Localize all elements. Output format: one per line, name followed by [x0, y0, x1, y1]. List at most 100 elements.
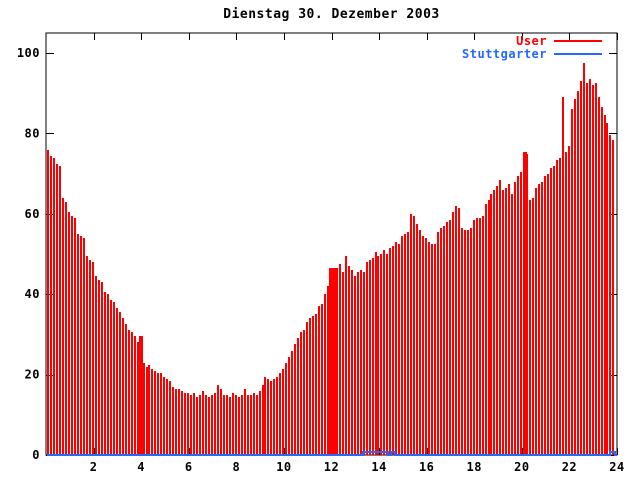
bar [101, 282, 103, 455]
bar [62, 198, 64, 455]
bar [71, 216, 73, 455]
chart-title: Dienstag 30. Dezember 2003 [223, 7, 440, 22]
bar [321, 304, 323, 455]
bar [505, 188, 507, 455]
bar [511, 194, 513, 455]
bar [467, 230, 469, 455]
bar [532, 198, 534, 455]
bar [485, 204, 487, 455]
bar [431, 244, 433, 455]
bar [256, 395, 258, 455]
bar [422, 236, 424, 455]
bar [345, 256, 347, 455]
bar [297, 338, 299, 455]
bar [92, 262, 94, 455]
bar [128, 330, 130, 455]
bar [389, 248, 391, 455]
bar [464, 230, 466, 455]
bar [339, 264, 341, 455]
bar [425, 238, 427, 455]
bar [154, 371, 156, 455]
bar [589, 79, 591, 455]
bar [392, 246, 394, 455]
bar [262, 385, 264, 455]
bar [499, 180, 501, 455]
bar [223, 395, 225, 455]
bar [452, 212, 454, 455]
bar [508, 184, 510, 455]
bar [398, 244, 400, 455]
bar [377, 256, 379, 455]
bar [110, 300, 112, 455]
bar [229, 397, 231, 455]
bar [333, 268, 335, 455]
bar [306, 322, 308, 455]
bar [595, 83, 597, 455]
legend-label-user: User [516, 34, 547, 48]
bar [151, 369, 153, 455]
bar [348, 266, 350, 455]
bar [300, 332, 302, 455]
bar [122, 318, 124, 455]
bar [169, 381, 171, 455]
bar [172, 387, 174, 455]
x-tick-label: 6 [185, 460, 193, 474]
bar [166, 379, 168, 455]
y-tick-label: 60 [25, 207, 40, 221]
bar [461, 228, 463, 455]
bar [193, 393, 195, 455]
bar [401, 236, 403, 455]
bar [372, 258, 374, 455]
bar [612, 140, 614, 455]
bar [544, 176, 546, 455]
bar [419, 230, 421, 455]
bar [238, 397, 240, 455]
bar [496, 186, 498, 455]
bar [380, 254, 382, 455]
bar [482, 216, 484, 455]
bar [116, 308, 118, 455]
bar [434, 244, 436, 455]
bar [202, 391, 204, 455]
bar [366, 262, 368, 455]
bar [74, 218, 76, 455]
bar [410, 214, 412, 455]
bar [529, 200, 531, 455]
bar [577, 91, 579, 455]
bar [598, 97, 600, 455]
x-tick-label: 20 [514, 460, 529, 474]
bar [553, 166, 555, 455]
bar [288, 357, 290, 455]
bar [520, 172, 522, 455]
bar [336, 270, 338, 455]
bar [190, 395, 192, 455]
bar [416, 224, 418, 455]
bar [199, 395, 201, 455]
bar [208, 397, 210, 455]
bar [369, 260, 371, 455]
bar [354, 276, 356, 455]
bar [160, 373, 162, 455]
bar [134, 336, 136, 455]
bar [56, 164, 58, 455]
bar [184, 393, 186, 455]
bar [148, 365, 150, 455]
bar [83, 238, 85, 455]
bar [125, 324, 127, 455]
bar [157, 373, 159, 455]
legend-line-sample-stuttgarter [554, 53, 602, 55]
bar [541, 182, 543, 455]
bar [568, 146, 570, 455]
bar [303, 330, 305, 455]
bar [80, 236, 82, 455]
bar [580, 81, 582, 455]
bar [559, 158, 561, 455]
legend-label-stuttgarter: Stuttgarter [462, 47, 547, 61]
bar [181, 391, 183, 455]
bar [250, 395, 252, 455]
bar [241, 395, 243, 455]
bar [327, 286, 329, 455]
y-tick-label: 20 [25, 368, 40, 382]
bar [360, 270, 362, 455]
